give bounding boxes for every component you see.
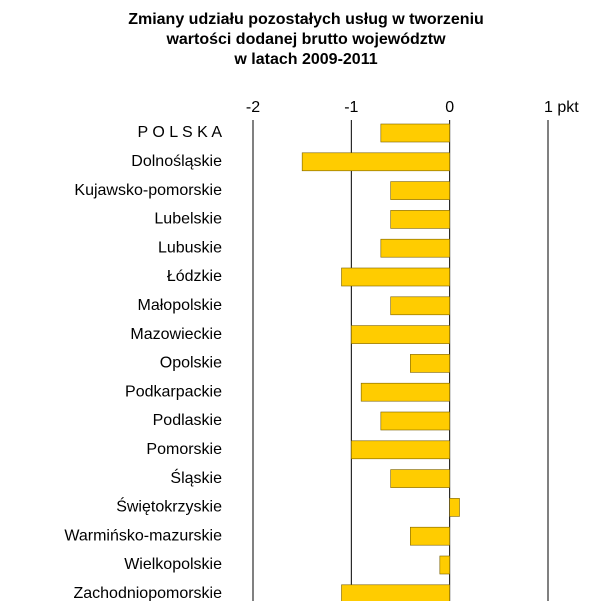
x-tick-label: 0 bbox=[445, 99, 454, 116]
y-tick-label: Dolnośląskie bbox=[131, 153, 222, 170]
y-tick-label: Podlaskie bbox=[153, 412, 222, 429]
y-tick-label: Zachodniopomorskie bbox=[73, 585, 222, 601]
bar bbox=[390, 181, 450, 200]
bar bbox=[380, 411, 450, 431]
bar bbox=[360, 382, 450, 402]
y-tick-label: Wielkopolskie bbox=[124, 556, 222, 573]
y-tick-label: Mazowieckie bbox=[130, 326, 222, 343]
bar bbox=[449, 498, 460, 517]
chart-title: w latach 2009-2011 bbox=[233, 51, 377, 68]
bar bbox=[380, 123, 450, 143]
bar bbox=[390, 469, 450, 488]
bar bbox=[351, 325, 450, 344]
bar bbox=[351, 440, 450, 460]
chart-title: wartości dodanej brutto województw bbox=[165, 31, 446, 48]
y-tick-label: Śląskie bbox=[170, 468, 222, 487]
bar bbox=[380, 238, 450, 258]
bar bbox=[390, 296, 450, 316]
y-tick-label: Łódzkie bbox=[167, 268, 222, 285]
y-tick-label: Lubuskie bbox=[158, 239, 222, 256]
y-tick-label: P O L S K A bbox=[138, 124, 223, 141]
y-tick-label: Świętokrzyskie bbox=[116, 497, 222, 516]
bar bbox=[341, 267, 450, 287]
bar bbox=[341, 584, 450, 601]
bar bbox=[410, 526, 450, 546]
y-tick-label: Warmińsko-mazurskie bbox=[64, 527, 222, 544]
bar bbox=[410, 354, 450, 373]
y-tick-label: Pomorskie bbox=[146, 441, 222, 458]
bar bbox=[301, 152, 450, 172]
bar bbox=[390, 210, 450, 229]
y-tick-label: Kujawsko-pomorskie bbox=[74, 182, 222, 199]
x-tick-label: 1 pkt bbox=[544, 99, 579, 116]
x-tick-label: -2 bbox=[246, 99, 260, 116]
chart-title: Zmiany udziału pozostałych usług w tworz… bbox=[128, 11, 484, 28]
y-tick-label: Małopolskie bbox=[138, 297, 223, 314]
y-tick-label: Lubelskie bbox=[154, 211, 222, 228]
y-tick-label: Podkarpackie bbox=[125, 383, 222, 400]
y-tick-label: Opolskie bbox=[160, 355, 222, 372]
bar bbox=[439, 555, 450, 575]
x-tick-label: -1 bbox=[344, 99, 358, 116]
